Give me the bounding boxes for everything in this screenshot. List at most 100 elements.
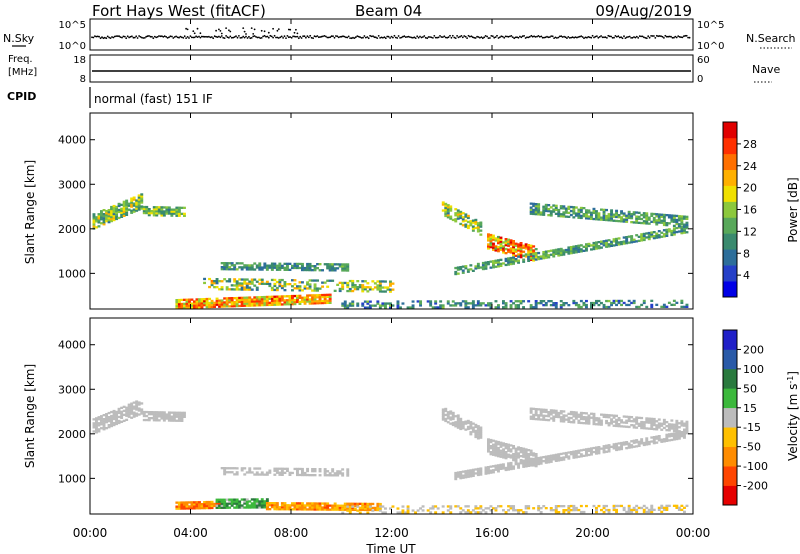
scatter-cell — [476, 427, 480, 430]
scatter-cell — [326, 504, 330, 507]
scatter-cell — [667, 429, 671, 432]
scatter-cell — [253, 504, 257, 507]
scatter-cell — [280, 473, 284, 476]
scatter-cell — [336, 508, 340, 511]
scatter-cell — [662, 422, 666, 426]
scatter-cell — [672, 224, 676, 227]
scatter-cell — [537, 505, 541, 508]
scatter-cell — [569, 209, 573, 213]
scatter-cell — [378, 304, 382, 307]
scatter-cell — [228, 467, 232, 470]
scatter-cell — [471, 304, 475, 307]
scatter-cell — [331, 474, 335, 477]
scatter-cell — [238, 502, 242, 505]
scatter-cell — [479, 229, 483, 232]
scatter-cell — [479, 223, 483, 226]
scatter-cell — [514, 254, 518, 257]
scatter-cell — [356, 286, 360, 289]
scatter-cell — [585, 452, 588, 455]
scatter-cell — [328, 301, 332, 304]
scatter-cell — [331, 508, 335, 511]
scatter-cell — [230, 500, 234, 503]
scatter-cell — [183, 298, 186, 301]
noise-point — [131, 35, 133, 38]
scatter-cell — [474, 226, 478, 230]
scatter-cell — [243, 266, 247, 269]
scatter-cell — [120, 416, 124, 419]
scatter-cell — [461, 224, 465, 227]
noise-point — [687, 36, 689, 39]
scatter-cell — [517, 255, 521, 258]
scatter-cell — [225, 286, 229, 289]
scatter-cell — [142, 209, 146, 213]
scatter-cell — [552, 255, 556, 258]
radar-title: Fort Hays West (fitACF) — [92, 2, 266, 20]
scatter-cell — [677, 435, 681, 438]
scatter-cell — [662, 213, 666, 217]
scatter-cell — [567, 252, 571, 255]
scatter-cell — [592, 245, 596, 249]
scatter-cell — [557, 415, 561, 419]
scatter-cell — [248, 298, 252, 301]
scatter-cell — [135, 201, 139, 204]
scatter-cell — [346, 269, 350, 272]
scatter-cell — [459, 475, 463, 478]
scatter-cell — [270, 301, 274, 304]
noise-point — [250, 37, 253, 39]
scatter-cell — [270, 502, 274, 505]
scatter-cell — [130, 408, 134, 411]
scatter-cell — [559, 249, 563, 253]
scatter-cell — [627, 214, 631, 218]
scatter-cell — [519, 250, 523, 253]
scatter-cell — [296, 471, 299, 475]
freq-unit-label: [MHz] — [8, 67, 37, 78]
scatter-cell — [481, 261, 485, 265]
scatter-cell — [529, 409, 533, 412]
scatter-cell — [615, 299, 619, 303]
scatter-cell — [454, 423, 458, 426]
scatter-cell — [464, 306, 468, 309]
noise-point — [414, 37, 417, 39]
scatter-cell — [253, 262, 257, 265]
scatter-cell — [399, 511, 402, 514]
scatter-cell — [617, 241, 621, 244]
scatter-cell — [672, 218, 676, 221]
scatter-cell — [512, 465, 516, 468]
scatter-cell — [363, 288, 367, 291]
scatter-cell — [577, 413, 581, 416]
noise-point — [292, 35, 294, 38]
noise-point — [260, 37, 263, 39]
y-tick-label: 3000 — [58, 178, 86, 191]
scatter-cell — [476, 425, 480, 428]
scatter-cell — [361, 505, 365, 508]
scatter-cell — [223, 264, 227, 267]
scatter-cell — [534, 418, 538, 421]
scatter-cell — [564, 414, 568, 417]
scatter-cell — [373, 282, 377, 285]
scatter-cell — [504, 447, 508, 450]
scatter-cell — [263, 282, 267, 285]
scatter-cell — [522, 300, 526, 303]
scatter-cell — [489, 438, 493, 442]
scatter-cell — [406, 306, 410, 309]
scatter-cell — [213, 504, 217, 508]
scatter-cell — [416, 509, 420, 512]
scatter-cell — [554, 306, 558, 309]
scatter-cell — [107, 426, 111, 429]
scatter-cell — [451, 304, 455, 307]
scatter-cell — [258, 506, 262, 509]
scatter-cell — [549, 417, 553, 420]
scatter-cell — [127, 403, 131, 406]
scatter-cell — [615, 209, 619, 212]
scatter-cell — [321, 299, 325, 303]
scatter-cell — [147, 419, 151, 422]
noise-spike — [263, 30, 266, 33]
noise-point — [169, 35, 172, 38]
scatter-cell — [672, 429, 676, 432]
scatter-cell — [228, 288, 232, 291]
scatter-cell — [308, 262, 312, 266]
scatter-cell — [338, 508, 342, 511]
scatter-cell — [363, 504, 367, 507]
scatter-cell — [497, 443, 500, 446]
